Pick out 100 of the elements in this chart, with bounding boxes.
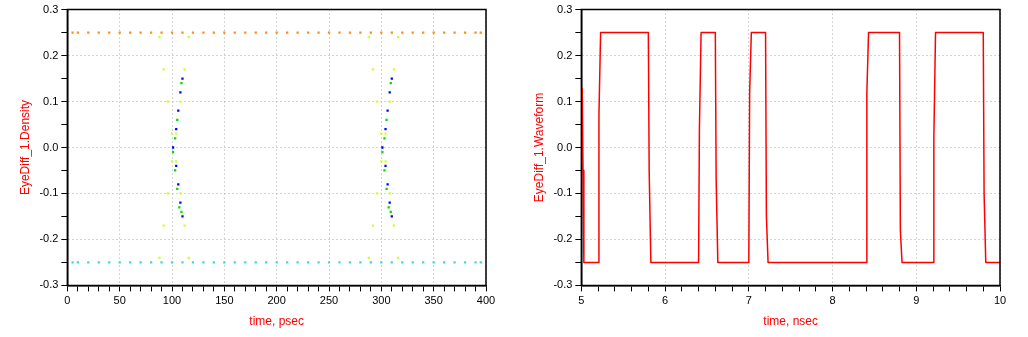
point (384, 132, 387, 135)
point (317, 261, 320, 264)
point (384, 160, 387, 163)
point (385, 118, 388, 122)
y-tick-label: -0.2 (553, 232, 573, 245)
point (179, 192, 182, 195)
x-tick-label: 100 (162, 294, 182, 307)
x-tick-label: 400 (476, 294, 496, 307)
point (401, 261, 404, 264)
point (129, 261, 132, 264)
point (381, 150, 384, 154)
point (422, 31, 425, 34)
point (233, 31, 236, 34)
point (384, 164, 387, 168)
point (244, 31, 247, 34)
y-axis-title: EyeDiff_1.Density (17, 99, 32, 196)
point (296, 31, 299, 34)
point (179, 100, 182, 103)
point (275, 31, 278, 34)
point (385, 187, 388, 190)
point (170, 261, 174, 264)
point (359, 31, 362, 34)
point (443, 261, 446, 264)
x-tick-label: 350 (424, 294, 443, 307)
point (383, 137, 386, 140)
point (474, 261, 477, 264)
y-tick-label: -0.3 (39, 278, 59, 291)
point (388, 100, 391, 103)
point (181, 77, 184, 80)
x-tick-label: 10 (993, 294, 1007, 307)
point (160, 31, 163, 34)
point (233, 261, 236, 264)
point (179, 201, 182, 204)
point (380, 31, 383, 34)
point (474, 31, 477, 34)
y-tick-label: 0.1 (557, 94, 573, 107)
point (71, 31, 74, 34)
point (212, 261, 216, 264)
point (87, 31, 90, 34)
x-tick-label: 9 (913, 294, 920, 307)
point (369, 31, 372, 34)
x-tick-label: 8 (829, 294, 836, 307)
point (254, 261, 257, 264)
point (202, 31, 205, 34)
point (411, 31, 414, 34)
point (166, 192, 169, 195)
x-tick-label: 6 (662, 294, 669, 307)
point (348, 31, 352, 34)
point (149, 261, 153, 264)
point (180, 82, 183, 85)
point (453, 261, 456, 264)
point (359, 261, 362, 264)
point (183, 224, 186, 227)
point (369, 261, 372, 264)
point (139, 261, 142, 264)
x-tick-label: 5 (578, 294, 585, 307)
point (149, 31, 153, 34)
point (306, 261, 310, 264)
point (76, 31, 79, 34)
y-tick-label: 0.2 (557, 48, 573, 61)
point (183, 68, 186, 71)
y-tick-label: 0.3 (43, 2, 59, 15)
point (97, 31, 100, 34)
point (76, 261, 79, 264)
point (306, 31, 310, 34)
point (327, 261, 331, 264)
point (181, 215, 184, 218)
point (380, 261, 383, 264)
y-tick-label: 0.2 (43, 48, 59, 61)
point (383, 169, 386, 172)
x-tick-label: 200 (267, 294, 286, 307)
point (97, 261, 100, 264)
x-tick-label: 7 (745, 294, 752, 307)
x-axis-title: time, psec (249, 314, 305, 329)
point (244, 261, 247, 264)
x-tick-label: 50 (113, 294, 126, 307)
y-tick-label: 0.3 (557, 2, 573, 15)
point (376, 192, 379, 195)
x-tick-label: 150 (215, 294, 234, 307)
point (286, 261, 289, 264)
point (171, 146, 175, 149)
point (411, 261, 414, 264)
point (381, 146, 384, 149)
y-tick-label: -0.1 (553, 186, 573, 199)
point (432, 261, 435, 264)
point (118, 31, 121, 34)
point (432, 31, 435, 34)
point (286, 31, 289, 34)
x-tick-label: 0 (64, 294, 71, 307)
point (181, 31, 184, 34)
point (212, 31, 216, 34)
point (317, 31, 320, 34)
point (348, 261, 352, 264)
point (422, 261, 425, 264)
point (453, 31, 456, 34)
point (223, 261, 226, 264)
point (479, 261, 482, 264)
point (139, 31, 142, 34)
point (202, 261, 205, 264)
y-tick-label: -0.2 (39, 232, 59, 245)
